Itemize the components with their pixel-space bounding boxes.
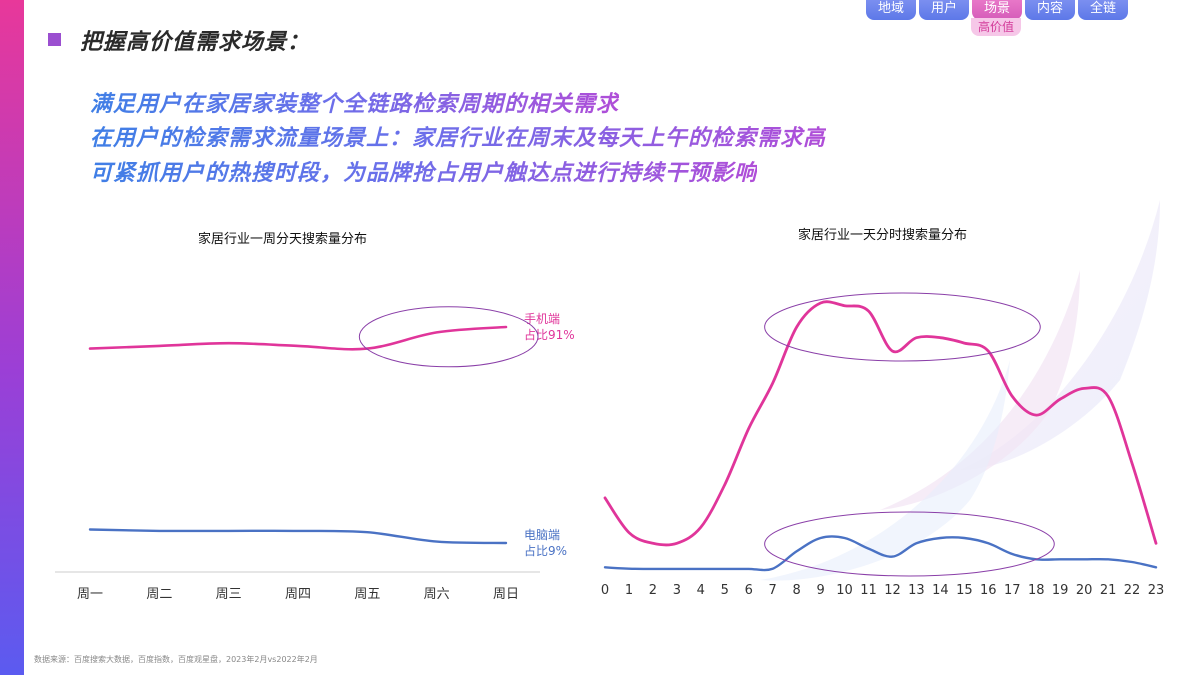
hourly-x-tick: 14 (932, 583, 949, 598)
weekly-x-tick: 周六 (424, 587, 450, 602)
hourly-chart-title: 家居行业一天分时搜索量分布 (798, 228, 968, 243)
hourly-x-tick: 7 (769, 583, 777, 598)
title-bullet-icon (48, 33, 61, 46)
tab-scene[interactable]: 场景 (972, 0, 1022, 20)
tab-content[interactable]: 内容 (1025, 0, 1075, 20)
weekly-x-tick: 周五 (354, 587, 380, 602)
weekly-x-tick: 周一 (77, 587, 103, 602)
hourly-x-tick: 10 (836, 583, 853, 598)
weekly-x-tick: 周四 (285, 587, 311, 602)
weekly-chart-title: 家居行业一周分天搜索量分布 (198, 232, 368, 247)
left-accent-bar (0, 0, 24, 675)
headline-1: 满足用户在家居家装整个全链路检索周期的相关需求 (90, 86, 619, 118)
hourly-x-tick: 20 (1076, 583, 1093, 598)
hourly-x-tick: 3 (673, 583, 681, 598)
headline-3: 可紧抓用户的热搜时段，为品牌抢占用户触达点进行持续干预影响 (90, 155, 757, 187)
hourly-x-tick: 0 (601, 583, 609, 598)
nav-tabs: 地域 用户 场景 内容 全链 (866, 0, 1136, 40)
hourly-x-tick: 13 (908, 583, 925, 598)
hourly-x-tick: 16 (980, 583, 997, 598)
weekly-x-tick: 周日 (493, 587, 519, 602)
hourly-x-tick: 4 (697, 583, 705, 598)
page-title: 把握高价值需求场景： (80, 30, 311, 55)
hourly-x-tick: 23 (1148, 583, 1165, 598)
hourly-x-tick: 11 (860, 583, 877, 598)
hourly-series-line-0 (603, 300, 1158, 547)
weekly-series-label-1: 电脑端 (524, 528, 560, 542)
weekly-x-tick: 周二 (146, 587, 172, 602)
hourly-x-tick: 8 (793, 583, 801, 598)
tab-user[interactable]: 用户 (919, 0, 969, 20)
hourly-x-tick: 18 (1028, 583, 1045, 598)
weekly-series-share-1: 占比9% (524, 543, 567, 558)
hourly-series-line-1 (603, 535, 1158, 572)
hourly-x-tick: 19 (1052, 583, 1069, 598)
hourly-x-tick: 12 (884, 583, 901, 598)
hourly-x-tick: 5 (721, 583, 729, 598)
tab-full-chain[interactable]: 全链 (1078, 0, 1128, 20)
active-tab-subtitle: 高价值 (971, 18, 1021, 36)
hourly-x-tick: 15 (956, 583, 973, 598)
hourly-pc-highlight-ellipse (764, 511, 1055, 577)
weekly-series-line-1 (88, 528, 508, 545)
hourly-x-tick: 1 (625, 583, 633, 598)
data-source-note: 数据来源：百度搜索大数据，百度指数，百度观星盘，2023年2月vs2022年2月 (34, 655, 318, 664)
weekly-series-label-0: 手机端 (524, 312, 560, 326)
weekly-highlight-ellipse (358, 306, 539, 368)
hourly-mobile-highlight-ellipse (764, 292, 1041, 362)
weekly-x-tick: 周三 (216, 587, 242, 602)
hourly-x-tick: 6 (745, 583, 753, 598)
hourly-x-tick: 21 (1100, 583, 1117, 598)
hourly-x-tick: 22 (1124, 583, 1141, 598)
tab-region[interactable]: 地域 (866, 0, 916, 20)
hourly-x-tick: 2 (649, 583, 657, 598)
hourly-x-tick: 9 (816, 583, 824, 598)
weekly-series-line-0 (88, 325, 508, 351)
headline-2: 在用户的检索需求流量场景上：家居行业在周末及每天上午的检索需求高 (90, 120, 826, 152)
hourly-x-tick: 17 (1004, 583, 1021, 598)
